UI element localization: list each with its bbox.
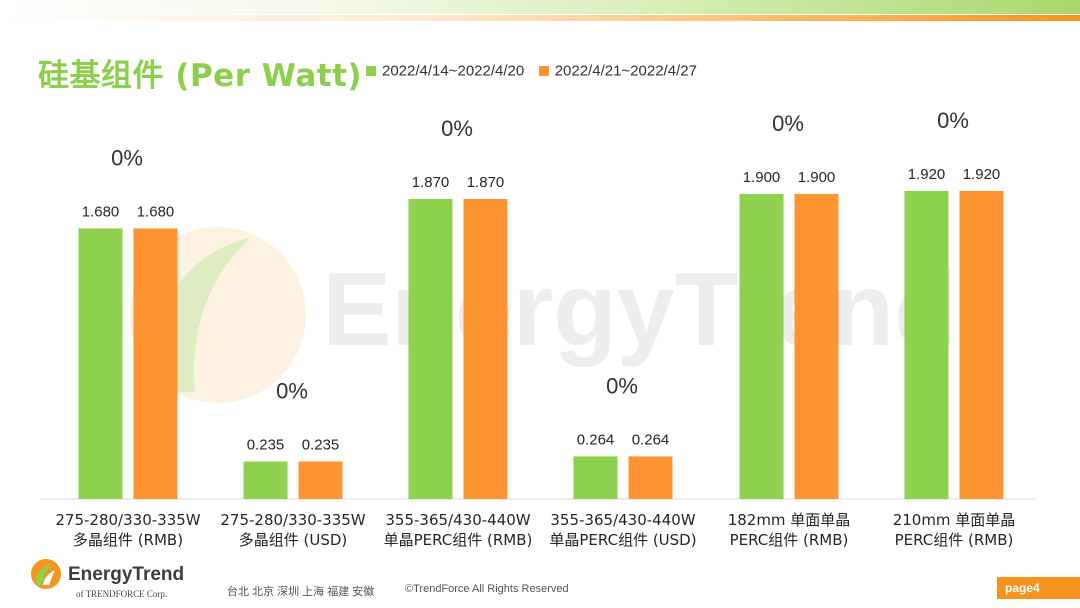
category-label-1-line-1: 275-280/330-335W: [55, 511, 200, 529]
legend-label-series-1: 2022/4/14~2022/4/20: [382, 62, 525, 80]
bar-series-1-1: [78, 228, 123, 499]
footer-logo-name: EnergyTrend: [68, 564, 185, 585]
category-label-2-line-1: 275-280/330-335W: [220, 511, 365, 529]
change-label-6: 0%: [937, 108, 969, 133]
category-label-2-line-2: 多晶组件 (USD): [239, 531, 348, 549]
category-label-4-line-2: 单晶PERC组件 (USD): [549, 531, 696, 549]
category-label-5-line-2: PERC组件 (RMB): [730, 531, 849, 549]
category-label-3-line-2: 单晶PERC组件 (RMB): [384, 531, 533, 549]
category-label-6-line-2: PERC组件 (RMB): [895, 531, 1014, 549]
data-label-series-1-4: 0.264: [577, 431, 615, 448]
change-label-5: 0%: [772, 111, 804, 136]
legend-label-series-2: 2022/4/21~2022/4/27: [554, 62, 697, 80]
chart-legend: 2022/4/14~2022/4/20 2022/4/21~2022/4/27: [366, 62, 707, 82]
footer-logo-of: of: [76, 589, 84, 599]
footer-logo-sub: of TRENDFORCE Corp.: [76, 589, 167, 599]
category-label-1-line-2: 多晶组件 (RMB): [73, 531, 183, 549]
data-label-series-2-2: 0.235: [302, 437, 340, 454]
top-accent-line: [0, 15, 1080, 21]
legend-swatch-series-1: [366, 65, 376, 76]
energytrend-logo-icon: [31, 559, 61, 589]
data-label-series-1-2: 0.235: [247, 437, 285, 454]
bar-series-2-6: [959, 190, 1004, 499]
bar-series-1-4: [573, 456, 618, 499]
data-label-series-1-1: 1.680: [82, 203, 120, 220]
page-title: 硅基组件 (Per Watt): [38, 58, 363, 94]
legend-item-series-1: 2022/4/14~2022/4/20: [366, 62, 524, 80]
change-label-4: 0%: [606, 373, 638, 398]
bar-series-1-5: [739, 193, 784, 499]
category-label-4-line-1: 355-365/430-440W: [550, 511, 695, 529]
category-label-6-line-1: 210mm 单面单晶: [893, 511, 1016, 529]
bar-series-2-3: [463, 199, 508, 499]
legend-swatch-series-2: [538, 65, 549, 76]
footer-logo-company: TRENDFORCE Corp.: [85, 589, 168, 599]
bar-series-2-2: [298, 461, 343, 499]
top-gradient-band: [0, 0, 1080, 14]
data-label-series-1-5: 1.900: [743, 169, 781, 186]
footer-copyright: ©TrendForce All Rights Reserved: [405, 583, 569, 595]
bar-series-1-2: [243, 461, 288, 499]
data-label-series-1-3: 1.870: [412, 174, 450, 191]
category-label-3-line-1: 355-365/430-440W: [385, 511, 530, 529]
bar-series-2-5: [794, 193, 839, 499]
footer-cities: 台北 北京 深圳 上海 福建 安徽: [227, 586, 375, 598]
data-label-series-2-5: 1.900: [798, 169, 836, 186]
bar-series-2-4: [628, 456, 673, 499]
legend-item-series-2: 2022/4/21~2022/4/27: [538, 62, 697, 80]
change-label-3: 0%: [441, 116, 473, 141]
bar-series-1-3: [408, 199, 453, 499]
category-label-5-line-1: 182mm 单面单晶: [728, 511, 851, 529]
plot-area: 1.680 1.680 0% 275-280/330-335W 多晶组件 (RMB) 0.…: [55, 108, 1015, 549]
data-label-series-2-1: 1.680: [137, 203, 175, 220]
change-label-2: 0%: [276, 379, 308, 404]
data-label-series-2-6: 1.920: [963, 166, 1001, 183]
data-label-series-1-6: 1.920: [908, 166, 946, 183]
footer-logo: EnergyTrend of TRENDFORCE Corp.: [30, 556, 190, 600]
bar-series-2-1: [133, 228, 178, 499]
data-label-series-2-4: 0.264: [632, 431, 670, 448]
data-label-series-2-3: 1.870: [467, 174, 505, 191]
bar-series-1-6: [904, 190, 949, 499]
page-number-badge: page4: [997, 577, 1080, 599]
change-label-1: 0%: [111, 145, 143, 170]
